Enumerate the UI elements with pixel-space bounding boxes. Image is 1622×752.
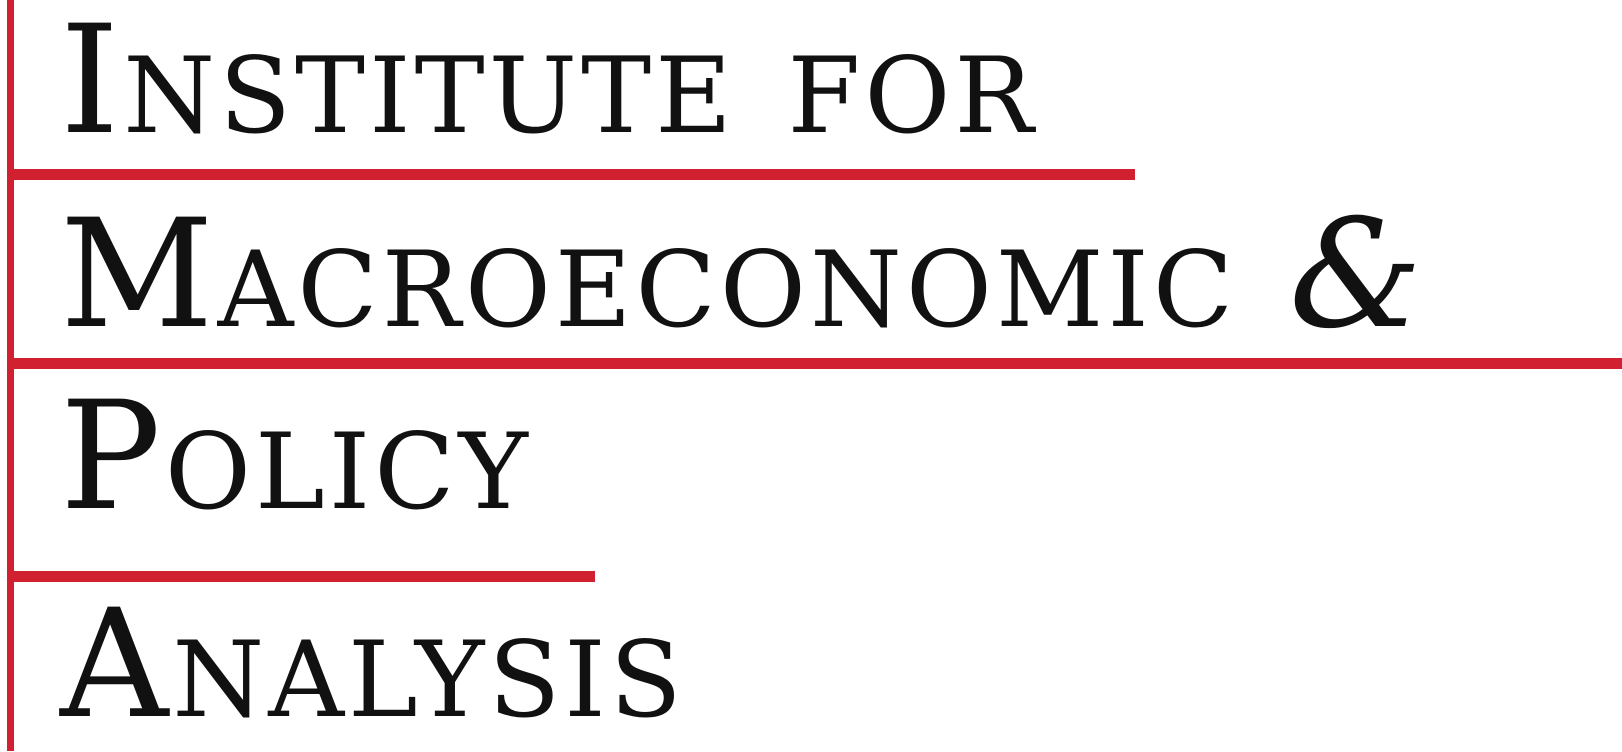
logo-line-2: Macroeconomic & [60, 200, 1426, 350]
logo-ampersand: & [1288, 188, 1427, 362]
logo-vertical-bar [7, 0, 14, 751]
logo-line-4: Analysis [60, 590, 686, 740]
logo-line-2-text: Macroeconomic [60, 188, 1238, 362]
logo-line-4-text: Analysis [60, 578, 686, 752]
logo-line-1-text: Institute for [60, 0, 1038, 168]
logo-rule-3 [7, 571, 595, 582]
logo-rule-1 [7, 169, 1135, 180]
logo-line-3-text: Policy [60, 370, 532, 544]
logo-line-1: Institute for [60, 6, 1037, 156]
logo-rule-2 [7, 358, 1622, 369]
logo-line-3: Policy [60, 382, 532, 532]
